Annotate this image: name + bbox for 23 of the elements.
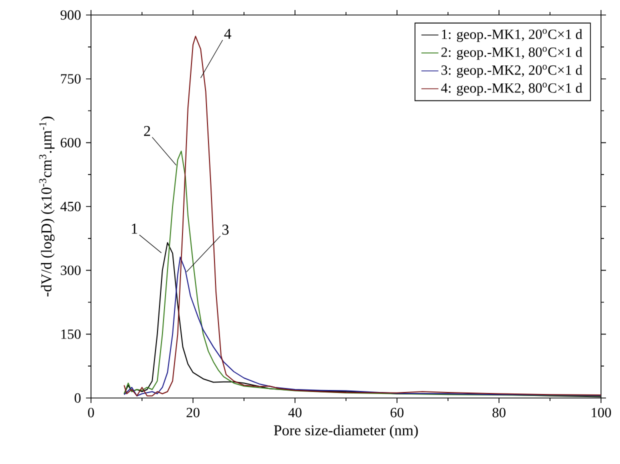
x-tick-label: 100 bbox=[592, 408, 611, 418]
legend-label: 3: geop.-MK2, 20$^{o}$C×1 d bbox=[441, 64, 582, 78]
y-tick-label: 900 bbox=[60, 10, 81, 20]
y-axis-title: -dV/d (logD) (x10$^{-3}$cm$^{3}$.μm$^{-1}$) bbox=[39, 116, 55, 296]
y-tick-label: 450 bbox=[60, 202, 81, 212]
y-tick-label: 600 bbox=[60, 138, 81, 148]
legend-label: 2: geop.-MK1, 80$^{o}$C×1 d bbox=[441, 46, 582, 60]
legend-label: 4: geop.-MK2, 80$^{o}$C×1 d bbox=[441, 82, 582, 96]
annotation: 3 bbox=[222, 224, 229, 235]
x-axis-title: Pore size-diameter (nm) bbox=[274, 424, 418, 438]
y-tick-label: 0 bbox=[74, 393, 81, 403]
legend-label: 1: geop.-MK1, 20$^{o}$C×1 d bbox=[442, 29, 582, 42]
x-tick-label: 60 bbox=[390, 408, 404, 418]
y-tick-label: 150 bbox=[61, 329, 81, 339]
annotation: 4 bbox=[224, 28, 232, 39]
y-tick-label: 300 bbox=[60, 266, 81, 276]
x-tick-label: 40 bbox=[288, 408, 302, 418]
y-tick-label: 750 bbox=[61, 74, 81, 84]
annotation: 1 bbox=[132, 224, 138, 234]
x-tick-label: 20 bbox=[186, 408, 200, 418]
x-tick-label: 80 bbox=[492, 408, 506, 418]
annotation: 2 bbox=[144, 126, 150, 136]
x-tick-label: 0 bbox=[88, 408, 94, 418]
